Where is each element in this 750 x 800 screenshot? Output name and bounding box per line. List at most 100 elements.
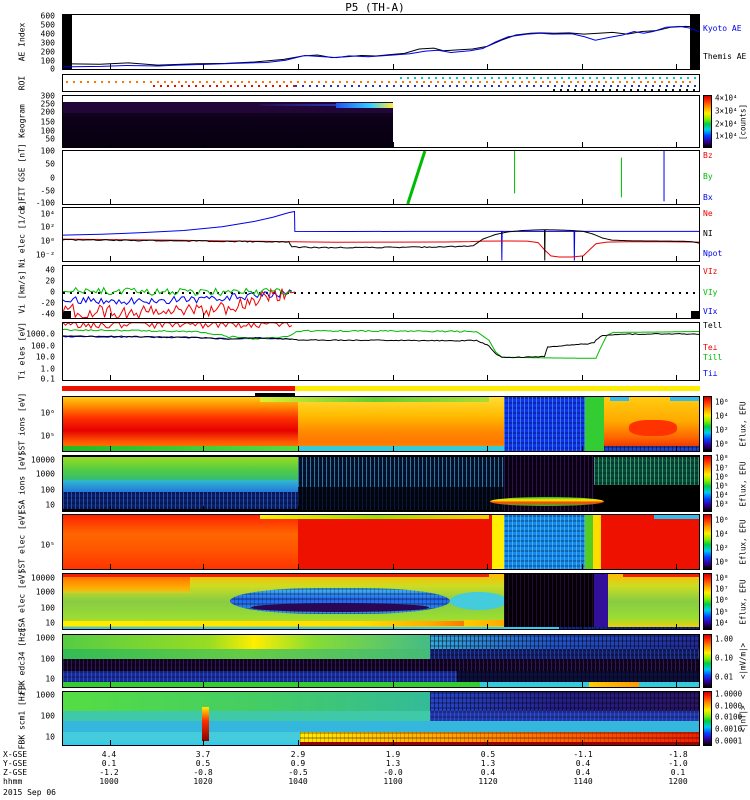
spectrogram-block <box>298 487 505 510</box>
colorbar-tick-label: 10⁴ <box>715 618 729 628</box>
spectrogram-block <box>260 103 356 107</box>
series-VIx <box>63 290 292 304</box>
spectrogram-block <box>594 457 699 485</box>
spectrogram-block <box>654 515 699 519</box>
spectrogram-block <box>429 635 699 649</box>
time-axis-row-hhmm: hhmm 1000 1020 1040 1100 1120 1140 1200 <box>0 777 750 786</box>
yticks-esa-ions: 10000 1000 100 10 <box>0 455 58 512</box>
colorbar-tick-label: 10⁶ <box>715 515 729 525</box>
panel-keogram <box>62 95 700 148</box>
panel-ae-index <box>62 14 700 70</box>
y-tick-label: 10 <box>45 674 55 684</box>
panel-esa-ions-spectrogram <box>62 455 700 512</box>
axis-value: 0.4 <box>575 759 591 768</box>
axis-value: 0.5 <box>195 759 211 768</box>
spectrogram-block <box>260 397 490 402</box>
axis-value: 1140 <box>573 777 593 786</box>
axis-value: 0.4 <box>480 768 496 777</box>
axis-value: -1.0 <box>668 759 688 768</box>
yticks-keogram: 300 250 200 150 100 50 <box>0 92 58 148</box>
spectrogram-block <box>690 15 699 69</box>
colorbar-esa-ions: 10⁸ 10⁷ 10⁶ 10⁵ 10⁴ 10³ Eflux, EFU <box>703 454 750 512</box>
legend-ti-par: Till <box>703 353 723 362</box>
colorbar-tick-label: 4×10⁴ <box>715 93 738 103</box>
dotted-line <box>295 85 699 87</box>
spectrogram-block <box>449 591 507 610</box>
spectrogram-block <box>670 397 699 401</box>
axis-value: 1020 <box>193 777 213 786</box>
spectrogram-block <box>63 682 480 687</box>
legend-vix: VIx <box>703 307 718 316</box>
y-tick-label: 300 <box>40 38 55 48</box>
y-tick-label: 0.1 <box>40 374 55 384</box>
colorbar-tick-label: 10⁸ <box>715 573 729 583</box>
line-series-layer <box>63 323 699 380</box>
series-Themis AE <box>63 26 699 65</box>
colorbar-unit-label: Eflux, EFU <box>738 519 748 565</box>
legend-npot: Npot <box>703 249 723 258</box>
series-VIz <box>63 289 295 318</box>
y-tick-label: 600 <box>40 11 55 21</box>
axis-row-label: hhmm <box>3 777 23 786</box>
axis-value: 1120 <box>478 777 498 786</box>
spectrogram-block <box>63 721 699 732</box>
y-tick-label: 0 <box>50 64 55 74</box>
colorbar-esa-elec: 10⁸ 10⁷ 10⁶ 10⁵ 10⁴ Eflux, EFU <box>703 573 750 630</box>
y-tick-label: 10⁵ <box>40 431 55 441</box>
dotted-line <box>65 81 697 83</box>
y-tick-label: 0 <box>50 173 55 182</box>
colorbar-tick-label: 10⁴ <box>715 529 729 539</box>
spectrogram-block <box>63 626 560 629</box>
spectrogram-block <box>504 515 585 569</box>
line-series-layer <box>63 266 699 318</box>
y-tick-label: 10 <box>45 618 55 628</box>
y-tick-label: 40 <box>45 265 55 275</box>
spectrogram-block <box>63 635 430 649</box>
y-tick-label: 100 <box>40 603 55 613</box>
legend-ti-perp: Ti⊥ <box>703 369 718 378</box>
spectrogram-block <box>336 103 394 108</box>
legend-bz: Bz <box>703 151 713 160</box>
dotted-line <box>63 292 699 294</box>
colorbar-tick-label: 10⁰ <box>715 439 729 449</box>
series-Tell <box>63 333 699 357</box>
y-tick-label: 20 <box>45 276 55 286</box>
y-tick-label: 100.0 <box>30 341 55 351</box>
legend-viz: VIz <box>703 267 718 276</box>
spectrogram-block <box>592 515 602 569</box>
mode-bar <box>62 386 700 396</box>
spectrogram-block <box>63 492 299 509</box>
axis-value: -0.5 <box>288 768 308 777</box>
y-tick-label: -20 <box>40 298 55 308</box>
spectrogram-block <box>63 710 430 722</box>
colorbar-tick-label: 2×10⁴ <box>715 119 738 129</box>
colorbar-tick-label: 10⁷ <box>715 463 729 473</box>
spectrogram-block <box>584 515 593 569</box>
y-tick-label: 1000 <box>35 690 55 700</box>
colorbar-fbk-scm: 1.0000 0.1000 0.0100 0.0010 0.0001 <|nT|> <box>703 690 750 746</box>
spectrogram-block <box>63 574 490 577</box>
panel-sst-ions-spectrogram <box>62 396 700 452</box>
spectrogram-block <box>609 397 630 401</box>
spectrogram-block <box>254 393 295 396</box>
colorbar-tick-label: 0.0010 <box>715 724 743 734</box>
series-Kyoto AE <box>63 26 699 67</box>
legend-ni: NI <box>703 229 713 238</box>
spectrogram-block <box>298 445 505 451</box>
spectrogram-block <box>559 626 699 629</box>
axis-value: 1200 <box>668 777 688 786</box>
page-title: P5 (TH-A) <box>345 1 405 14</box>
spectrogram-block <box>201 706 210 741</box>
axis-value: 1.3 <box>480 759 496 768</box>
colorbar-tick-label: 10⁷ <box>715 584 729 594</box>
yticks-fbk1: 1000 100 10 <box>0 634 58 688</box>
panel-fbk-scm-spectrogram <box>62 691 700 746</box>
spectrogram-block <box>63 480 299 493</box>
yticks-vi: 40 20 0 -20 -40 <box>0 265 58 319</box>
colorbar-unit-label: Eflux, EFU <box>738 460 748 507</box>
y-tick-label: 150 <box>40 117 55 126</box>
axis-value: 0.4 <box>575 768 591 777</box>
spectrogram-block <box>489 496 605 507</box>
colorbar-strip <box>703 573 712 630</box>
series-NI <box>63 230 699 261</box>
